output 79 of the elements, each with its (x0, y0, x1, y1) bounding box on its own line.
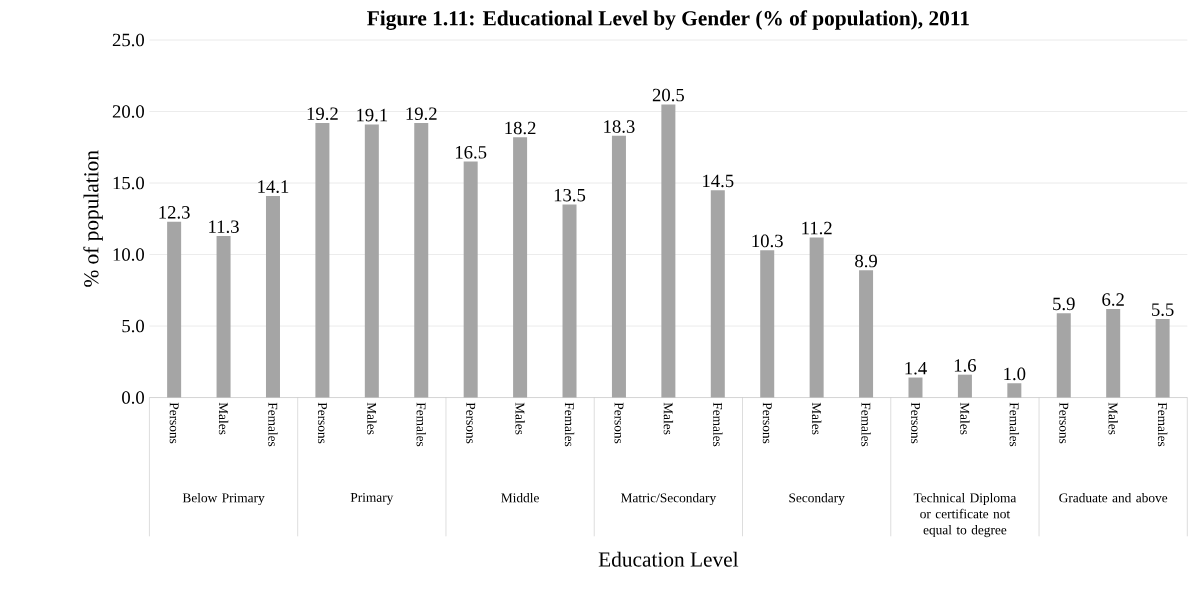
data-label: 13.5 (554, 189, 586, 202)
x-tick-label: Females (713, 402, 723, 447)
data-label: 14.1 (258, 180, 289, 194)
bar (859, 270, 874, 398)
x-tick-label: Persons (614, 402, 624, 444)
bar (1056, 313, 1071, 398)
y-tick-label: 15.0 (113, 176, 144, 190)
x-tick-label: Males (960, 402, 970, 435)
bar (513, 137, 528, 398)
text: Technical Diploma or certificate not equal to degree (913, 493, 1017, 538)
data-label: 6.2 (1102, 293, 1124, 307)
bar (661, 104, 676, 398)
y-tick-label: 0.0 (122, 391, 144, 405)
text: Matric/Secondary (620, 493, 717, 506)
text: Below Primary (182, 493, 265, 506)
x-tick-label: Persons (169, 402, 179, 444)
y-axis-title: % of population (83, 150, 103, 287)
data-label: 5.9 (1053, 297, 1075, 311)
bar (216, 236, 231, 398)
data-label: 16.5 (455, 146, 487, 159)
y-tick-label: 20.0 (112, 105, 144, 119)
bar (1155, 319, 1170, 398)
bar (315, 123, 330, 398)
data-label: 18.3 (604, 120, 635, 134)
data-label: 11.3 (209, 220, 239, 234)
chart-title: Figure 1.11: Educational Level by Gender (% of population), 2011 (367, 10, 969, 31)
x-tick-label: Persons (911, 402, 920, 444)
y-tick-label: 10.0 (113, 248, 144, 262)
data-label: 1.6 (954, 359, 977, 372)
data-label: 12.3 (159, 206, 190, 219)
x-tick-label: Males (515, 402, 525, 435)
x-tick-label: Persons (1059, 402, 1069, 444)
x-tick-label: Persons (762, 402, 772, 444)
data-label: 19.2 (307, 107, 338, 121)
bar (1007, 383, 1022, 398)
x-tick-label: Females (1157, 402, 1168, 447)
bar (809, 237, 824, 398)
data-label: 11.2 (802, 221, 832, 235)
bar (364, 124, 379, 398)
bar (265, 196, 280, 398)
data-label: 1.0 (1004, 367, 1026, 381)
text: Primary (350, 493, 394, 505)
x-axis-title: Education Level (598, 551, 739, 567)
bar (167, 221, 182, 398)
data-label: 19.2 (406, 107, 437, 121)
x-tick-label: Females (416, 402, 426, 447)
data-label: 5.5 (1152, 303, 1174, 317)
text: Graduate and above (1059, 493, 1168, 503)
bar (562, 204, 577, 398)
bar (463, 161, 478, 398)
x-tick-label: Persons (466, 402, 476, 444)
bar (710, 190, 725, 398)
text: Middle (501, 493, 539, 503)
x-tick-label: Males (1108, 402, 1118, 435)
bar (1106, 309, 1121, 398)
bar (908, 377, 923, 398)
bar (611, 136, 626, 398)
data-label: 18.2 (505, 121, 536, 135)
text: Secondary (789, 493, 845, 506)
data-label: 20.5 (652, 88, 684, 102)
data-label: 8.9 (855, 254, 877, 268)
x-tick-label: Females (1009, 402, 1020, 447)
data-label: 1.4 (905, 362, 927, 375)
y-tick-label: 5.0 (122, 319, 144, 333)
x-tick-label: Persons (317, 402, 327, 444)
bar (760, 250, 775, 398)
data-label: 19.1 (357, 109, 388, 122)
x-tick-label: Males (811, 402, 822, 435)
x-tick-label: Females (268, 402, 278, 447)
data-label: 14.5 (703, 174, 734, 188)
bar (957, 374, 972, 398)
bar (414, 123, 429, 398)
y-tick-label: 25.0 (112, 33, 144, 47)
x-tick-label: Females (564, 402, 575, 447)
data-label: 10.3 (752, 234, 783, 248)
x-tick-label: Males (663, 402, 674, 435)
x-tick-label: Females (861, 402, 871, 447)
x-tick-label: Males (218, 402, 229, 435)
x-tick-label: Males (367, 402, 377, 435)
